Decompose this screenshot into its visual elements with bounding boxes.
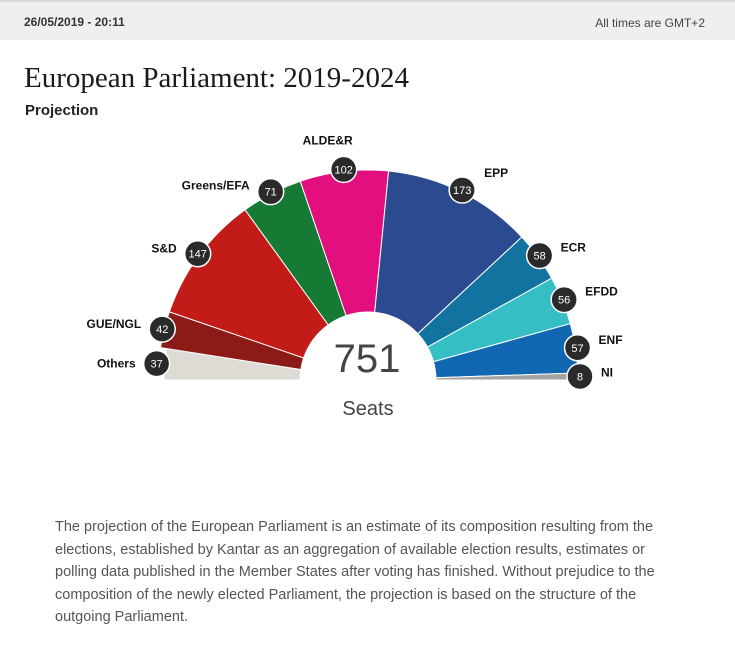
top-bar: 26/05/2019 - 20:11 All times are GMT+2 (0, 0, 735, 40)
party-label-ni: NI (601, 365, 613, 379)
party-label-enf: ENF (599, 333, 623, 347)
party-label-ecr: ECR (561, 241, 587, 255)
party-label-efdd: EFDD (585, 285, 618, 299)
value-label-others: 37 (151, 359, 163, 371)
value-label-greens-efa: 71 (265, 187, 277, 199)
page-title: European Parliament: 2019-2024 (24, 62, 409, 94)
value-bubble-ecr (525, 241, 554, 270)
value-bubble-others (142, 349, 171, 378)
party-label-s-d: S&D (151, 242, 177, 256)
value-bubble-efdd (550, 285, 578, 314)
value-label-ni: 8 (577, 371, 583, 383)
value-bubble-greens-efa (256, 177, 285, 206)
value-bubble-enf (563, 334, 592, 362)
party-label-gue-ngl: GUE/NGL (87, 317, 142, 331)
party-label-alde-r: ALDE&R (303, 133, 353, 147)
value-label-s-d: 147 (189, 249, 207, 261)
center-hole (301, 313, 435, 430)
chart-bubbles: 37 42 147 71 102 173 58 56 57 8 (142, 155, 594, 391)
hemicycle-chart: 37 42 147 71 102 173 58 56 57 8 Others GUE/NGL S&D G… (87, 133, 623, 430)
value-label-ecr: 58 (533, 251, 545, 263)
value-bubble-epp (448, 176, 476, 204)
value-bubble-gue-ngl (148, 315, 176, 343)
party-label-greens-efa: Greens/EFA (182, 179, 250, 193)
chart-labels: Others GUE/NGL S&D Greens/EFA ALDE&R EPP ECR EF… (87, 133, 623, 379)
value-bubble-ni (566, 362, 594, 391)
slice-epp[interactable] (374, 170, 523, 335)
value-label-enf: 57 (571, 343, 583, 355)
timestamp: 26/05/2019 - 20:11 (24, 15, 125, 29)
description-text: The projection of the European Parliamen… (55, 519, 655, 625)
chart-slices (159, 169, 579, 430)
value-bubble-alde-r (329, 155, 358, 184)
seats-label: Seats (342, 398, 393, 420)
value-label-alde-r: 102 (334, 164, 352, 176)
value-label-epp: 173 (453, 185, 471, 197)
value-label-gue-ngl: 42 (156, 324, 168, 336)
party-label-epp: EPP (484, 166, 508, 180)
party-label-others: Others (97, 357, 136, 371)
value-label-efdd: 56 (558, 295, 570, 307)
chart-subtitle: Projection (25, 102, 99, 119)
timezone-note: All times are GMT+2 (595, 16, 705, 30)
total-seats-value: 751 (334, 337, 401, 381)
value-bubble-s-d (183, 239, 212, 268)
